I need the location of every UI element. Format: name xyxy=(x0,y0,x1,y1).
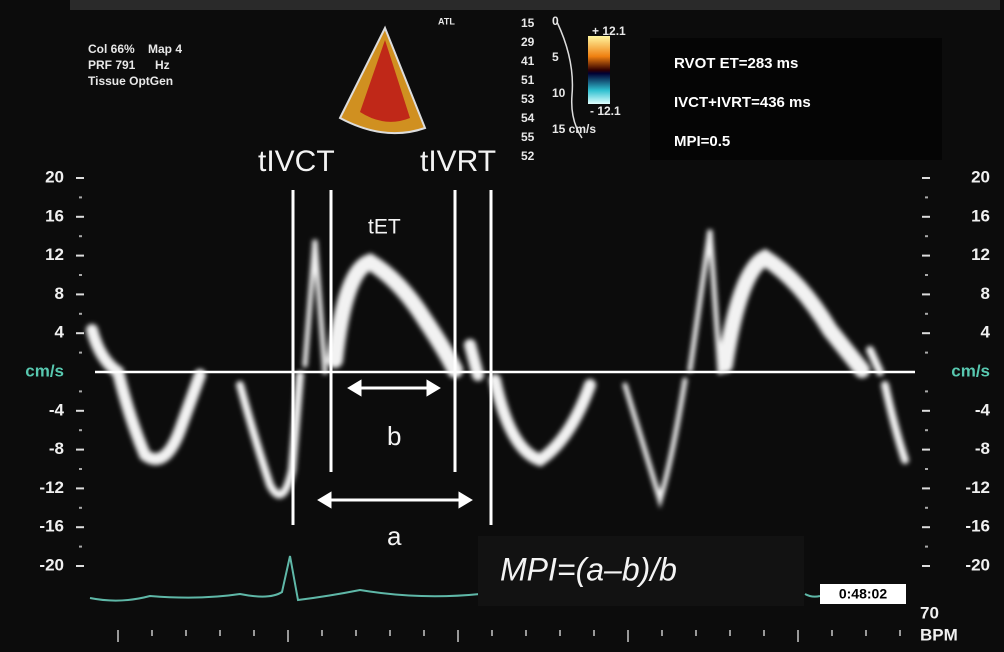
scale-label: 20 xyxy=(45,167,64,186)
scale-label: -12 xyxy=(39,478,64,497)
setting-prf: PRF 791 xyxy=(88,58,136,72)
time: 0:48:02 xyxy=(839,586,887,602)
scale-label: -12 xyxy=(965,478,990,497)
label-b: b xyxy=(387,421,401,451)
label-a: a xyxy=(387,521,402,551)
colorbar-scale-label: 5 xyxy=(552,50,559,64)
scale-label: 4 xyxy=(981,323,991,342)
measurement: RVOT ET=283 ms xyxy=(674,55,798,72)
label-ivrt: tIVRT xyxy=(420,145,496,178)
scale-label: cm/s xyxy=(951,361,990,380)
colorbar-number: 53 xyxy=(521,92,535,106)
scale-label: -20 xyxy=(39,555,64,574)
ultrasound-screen: Col 66% Map 4 PRF 791 Hz Tissue OptGen A… xyxy=(0,0,1004,652)
scale-label: -8 xyxy=(49,439,64,458)
colorbar-scale-label: 15 cm/s xyxy=(552,122,596,136)
setting-unit: Hz xyxy=(155,58,170,72)
scale-label: -8 xyxy=(975,439,990,458)
measurement: MPI=0.5 xyxy=(674,133,730,150)
colorbar-number: 54 xyxy=(521,111,535,125)
scale-label: cm/s xyxy=(25,361,64,380)
scale-label: 16 xyxy=(45,206,64,225)
label-ivct: tIVCT xyxy=(258,145,335,178)
setting-mode: Tissue OptGen xyxy=(88,74,173,88)
scale-label: -4 xyxy=(975,400,991,419)
scale-label: 12 xyxy=(971,245,990,264)
colorbar-scale-label: 10 xyxy=(552,86,566,100)
setting-map: Map 4 xyxy=(148,42,182,56)
colorbar-number: 52 xyxy=(521,149,535,163)
colorbar-number: 15 xyxy=(521,16,535,30)
colorbar-number: 41 xyxy=(521,54,535,68)
top-strip xyxy=(70,0,1000,10)
scale-label: 20 xyxy=(971,167,990,186)
scale-label: 12 xyxy=(45,245,64,264)
formula: MPI=(a–b)/b xyxy=(500,551,677,587)
setting-color: Col 66% xyxy=(88,42,135,56)
colorbar-number: 51 xyxy=(521,73,535,87)
heart-rate: 70 xyxy=(920,603,939,622)
scale-label: 8 xyxy=(981,284,990,303)
colorbar xyxy=(588,36,610,104)
scale-label: 4 xyxy=(55,323,65,342)
colorbar-number: 55 xyxy=(521,130,535,144)
probe-label: ATL xyxy=(438,16,455,26)
colorbar-bottom: - 12.1 xyxy=(590,104,621,118)
scale-label: -16 xyxy=(39,517,64,536)
measurement: IVCT+IVRT=436 ms xyxy=(674,94,811,111)
scale-label: -4 xyxy=(49,400,65,419)
colorbar-top: + 12.1 xyxy=(592,24,626,38)
label-et: tET xyxy=(368,216,401,239)
scale-label: 8 xyxy=(55,284,64,303)
heart-rate-unit: BPM xyxy=(920,625,958,644)
scale-label: -16 xyxy=(965,517,990,536)
colorbar-scale-label: 0 xyxy=(552,14,559,28)
scale-label: 16 xyxy=(971,206,990,225)
colorbar-number: 29 xyxy=(521,35,535,49)
scale-label: -20 xyxy=(965,555,990,574)
